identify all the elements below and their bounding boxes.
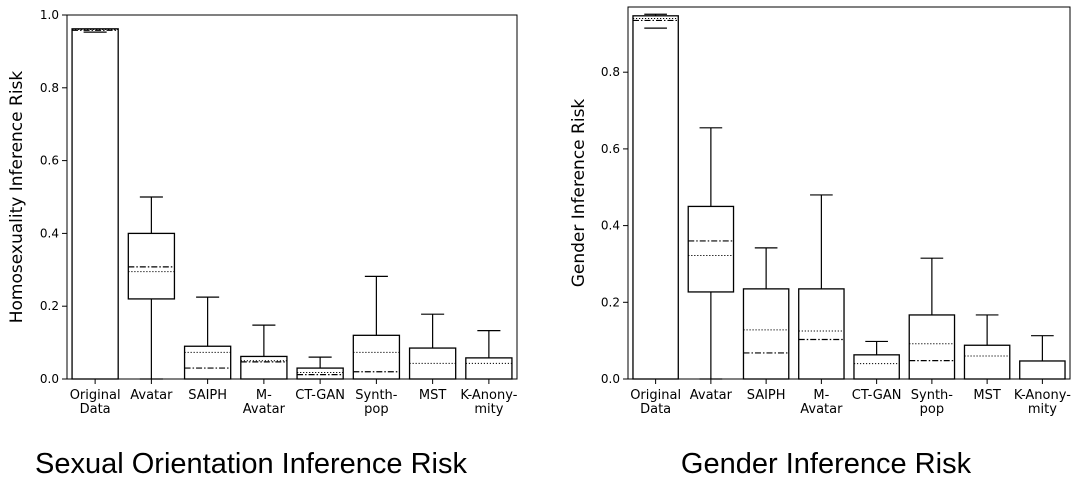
box-body xyxy=(742,288,790,380)
y-tick-label: 0.0 xyxy=(40,372,59,386)
x-tick-label: pop xyxy=(364,402,388,417)
x-tick-label: CT-GAN xyxy=(295,388,345,403)
y-tick-label: 0.4 xyxy=(601,219,620,233)
axes-frame xyxy=(66,14,518,380)
box-body xyxy=(687,205,735,293)
y-tick-label: 1.0 xyxy=(40,8,59,22)
y-tick-label: 0.8 xyxy=(40,81,59,95)
x-tick-label: Synth- xyxy=(355,388,398,403)
box-1 xyxy=(632,13,679,380)
box-1 xyxy=(71,28,119,380)
box-3 xyxy=(183,296,232,380)
x-tick-label: Data xyxy=(640,402,671,417)
x-tick-label: Avatar xyxy=(800,402,843,417)
x-tick-label: Synth- xyxy=(911,388,954,403)
x-tick-label: Original xyxy=(70,388,121,403)
y-tick-label: 0.6 xyxy=(601,142,620,156)
box-body xyxy=(183,345,232,380)
box-8 xyxy=(1019,335,1066,380)
box-body xyxy=(853,354,900,380)
box-body xyxy=(127,232,176,300)
y-axis-label: Gender Inference Risk xyxy=(569,99,589,288)
x-tick-label: K-Anony- xyxy=(1014,388,1071,403)
box-3 xyxy=(742,247,790,380)
y-tick-label: 0.8 xyxy=(601,65,620,79)
box-8 xyxy=(465,329,513,380)
y-axis-label: Homosexuality Inference Risk xyxy=(7,71,27,324)
x-tick-label: MST xyxy=(973,388,1000,403)
y-tick-label: 0.0 xyxy=(601,372,620,386)
x-tick-label: SAIPH xyxy=(188,388,227,403)
box-body xyxy=(798,288,845,380)
panel-title: Gender Inference Risk xyxy=(681,448,972,480)
box-6 xyxy=(908,257,956,380)
box-4 xyxy=(240,324,288,380)
x-tick-label: mity xyxy=(1028,402,1057,417)
box-body xyxy=(296,367,344,380)
y-tick-label: 0.2 xyxy=(601,295,620,309)
x-tick-label: CT-GAN xyxy=(852,388,902,403)
box-body xyxy=(352,334,401,380)
box-5 xyxy=(853,340,900,380)
x-tick-label: Avatar xyxy=(130,388,173,403)
y-tick-label: 0.6 xyxy=(40,154,59,168)
box-7 xyxy=(408,313,457,380)
box-body xyxy=(1019,360,1066,380)
x-tick-label: SAIPH xyxy=(747,388,786,403)
box-body xyxy=(465,357,513,380)
box-body xyxy=(71,28,119,380)
box-body xyxy=(963,344,1011,380)
x-tick-label: K-Anony- xyxy=(460,388,517,403)
y-tick-label: 0.2 xyxy=(40,299,59,313)
x-tick-label: Original xyxy=(630,388,681,403)
x-tick-label: M- xyxy=(256,388,272,403)
box-body xyxy=(240,355,288,380)
x-tick-label: M- xyxy=(813,388,829,403)
x-tick-label: Avatar xyxy=(243,402,286,417)
box-2 xyxy=(127,196,176,380)
box-4 xyxy=(798,194,845,380)
box-5 xyxy=(296,356,344,380)
box-6 xyxy=(352,275,401,380)
x-tick-label: pop xyxy=(920,402,944,417)
panel-title: Sexual Orientation Inference Risk xyxy=(35,448,467,480)
x-tick-label: MST xyxy=(419,388,446,403)
box-2 xyxy=(687,127,735,380)
box-body xyxy=(908,314,956,380)
box-body xyxy=(632,15,679,380)
box-7 xyxy=(963,314,1011,380)
x-tick-label: mity xyxy=(474,402,503,417)
panel-sexual-orientation: 0.0 0.2 0.4 0.6 0.8 1.0 Homosexuality Inferenc… xyxy=(7,8,518,480)
panel-gender: 0.0 0.2 0.4 0.6 0.8 Gender Inference Risk Orig… xyxy=(569,6,1071,480)
x-tick-label: Avatar xyxy=(690,388,733,403)
y-tick-label: 0.4 xyxy=(40,226,59,240)
axes-frame xyxy=(627,6,1071,380)
x-tick-label: Data xyxy=(80,402,111,417)
